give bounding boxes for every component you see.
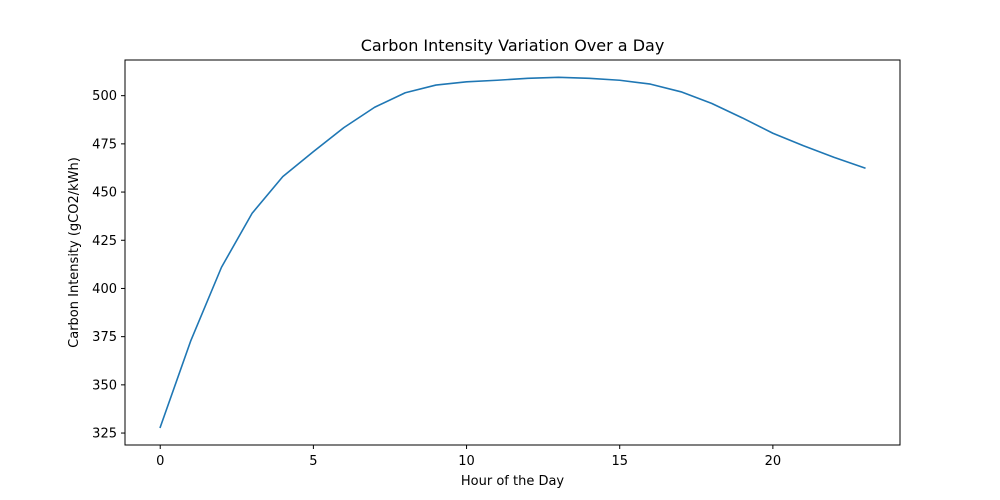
- x-axis-label: Hour of the Day: [461, 474, 565, 489]
- x-tick-label: 20: [765, 454, 782, 469]
- x-tick-label: 15: [611, 454, 628, 469]
- y-tick-label: 350: [92, 378, 117, 393]
- plot-frame: [124, 59, 901, 446]
- series-layer: [159, 76, 866, 429]
- chart-title: Carbon Intensity Variation Over a Day: [361, 36, 665, 55]
- x-tick-label: 10: [458, 454, 475, 469]
- x-tick-label: 0: [156, 454, 164, 469]
- y-tick-label: 375: [92, 330, 117, 345]
- y-tick-label: 425: [92, 234, 117, 249]
- y-tick-label: 400: [92, 282, 117, 297]
- y-axis-label: Carbon Intensity (gCO2/kWh): [67, 157, 82, 348]
- y-tick-label: 450: [92, 186, 117, 201]
- plot-area: [125, 60, 900, 445]
- x-axis: 0 5 10 15 20: [156, 445, 781, 469]
- x-tick-label: 5: [309, 454, 317, 469]
- series-line: [159, 76, 866, 429]
- y-tick-label: 500: [92, 89, 117, 104]
- y-axis: 325 350 375 400 425 450 475 500: [92, 89, 125, 442]
- y-tick-label: 475: [92, 137, 117, 152]
- y-tick-label: 325: [92, 427, 117, 442]
